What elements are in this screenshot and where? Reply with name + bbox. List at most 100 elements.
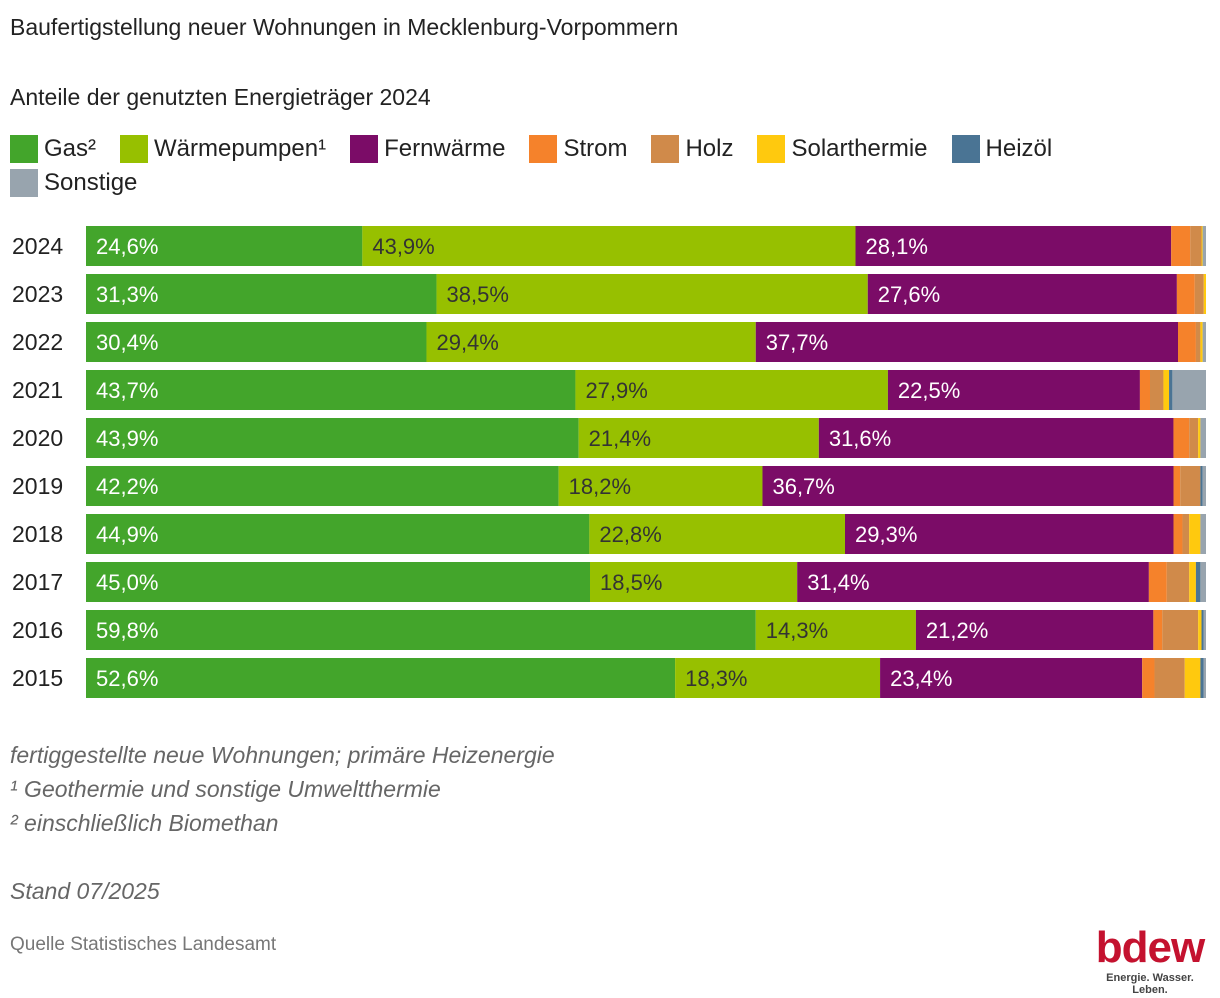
data-label-2015-s0: 52,6% [96, 666, 158, 691]
data-label-2018-s0: 44,9% [96, 522, 158, 547]
data-label-2024-s1: 43,9% [372, 234, 434, 259]
bar-segment-2023-s3 [1176, 274, 1195, 314]
legend-swatch-holz [651, 135, 680, 163]
legend-label-gas: Gas² [44, 135, 97, 162]
bar-segment-2017-s7 [1200, 562, 1206, 602]
category-label-2021: 2021 [12, 377, 63, 403]
data-label-2022-s0: 30,4% [96, 330, 158, 355]
logo-tagline: Energie. Wasser. Leben. [1106, 972, 1194, 996]
legend-swatch-strom [529, 135, 558, 163]
data-label-2022-s2: 37,7% [766, 330, 828, 355]
bar-segment-2021-s6 [1169, 370, 1173, 410]
bar-segment-2015-s2 [880, 658, 1143, 698]
data-label-2017-s2: 31,4% [807, 570, 869, 595]
bar-segment-2016-s3 [1153, 610, 1163, 650]
data-label-2016-s1: 14,3% [766, 618, 828, 643]
stand-date: Stand 07/2025 [10, 878, 160, 904]
bar-segment-2018-s4 [1182, 514, 1190, 554]
bar-segment-2017-s4 [1166, 562, 1190, 602]
legend-item-waermepumpen: Wärmepumpen¹ [120, 134, 326, 164]
legend-item-strom: Strom [529, 134, 627, 164]
data-label-2019-s2: 36,7% [772, 474, 834, 499]
bar-segment-2018-s5 [1189, 514, 1201, 554]
footnote-basis: fertiggestellte neue Wohnungen; primäre … [10, 742, 555, 768]
legend-swatch-solarthermie [757, 135, 786, 163]
bar-segment-2017-s5 [1189, 562, 1196, 602]
bar-segment-2019-s6 [1200, 466, 1203, 506]
bar-segment-2015-s3 [1142, 658, 1155, 698]
bar-segment-2015-s4 [1154, 658, 1185, 698]
bar-segment-2024-s7 [1202, 226, 1206, 266]
legend-label-strom: Strom [563, 135, 628, 162]
bar-segment-2024-s2 [855, 226, 1172, 266]
bar-segment-2022-s3 [1178, 322, 1196, 362]
bar-segment-2024-s3 [1171, 226, 1191, 266]
bar-segment-2022-s7 [1202, 322, 1206, 362]
data-label-2015-s1: 18,3% [685, 666, 747, 691]
bar-segment-2018-s3 [1173, 514, 1183, 554]
bar-segment-2023-s0 [86, 274, 437, 314]
bar-segment-2017-s2 [797, 562, 1149, 602]
category-label-2017: 2017 [12, 569, 63, 595]
bar-segment-2019-s0 [86, 466, 559, 506]
legend-label-waermepumpen: Wärmepumpen¹ [154, 135, 327, 162]
footnote-1: ¹ Geothermie und sonstige Umweltthermie [10, 776, 441, 802]
legend-item-fernwaerme: Fernwärme [350, 134, 505, 164]
legend-swatch-fernwaerme [350, 135, 379, 163]
bar-segment-2021-s4 [1150, 370, 1164, 410]
category-label-2019: 2019 [12, 473, 63, 499]
bar-segment-2023-s2 [867, 274, 1177, 314]
legend-label-sonstige: Sonstige [44, 169, 138, 196]
bar-segment-2016-s1 [755, 610, 916, 650]
category-label-2016: 2016 [12, 617, 63, 643]
bar-segment-2015-s7 [1203, 658, 1206, 698]
data-label-2019-s0: 42,2% [96, 474, 158, 499]
bar-segment-2024-s5 [1201, 226, 1203, 266]
bar-segment-2020-s4 [1189, 418, 1199, 458]
bar-segment-2018-s0 [86, 514, 590, 554]
bar-segment-2020-s1 [578, 418, 819, 458]
bar-segment-2024-s4 [1190, 226, 1202, 266]
legend-label-fernwaerme: Fernwärme [384, 135, 506, 162]
bar-segment-2016-s2 [915, 610, 1154, 650]
data-label-2023-s1: 38,5% [447, 282, 509, 307]
bar-segment-2016-s5 [1198, 610, 1202, 650]
bar-segment-2017-s1 [590, 562, 798, 602]
chart-subtitle: Anteile der genutzten Energieträger 2024 [10, 84, 431, 110]
data-label-2016-s2: 21,2% [926, 618, 988, 643]
legend-label-solarthermie: Solarthermie [791, 135, 928, 162]
data-label-2018-s2: 29,3% [855, 522, 917, 547]
data-label-2018-s1: 22,8% [599, 522, 661, 547]
bar-segment-2021-s2 [887, 370, 1140, 410]
bar-segment-2021-s1 [575, 370, 888, 410]
bar-segment-2020-s7 [1200, 418, 1206, 458]
data-label-2023-s2: 27,6% [878, 282, 940, 307]
bar-segment-2022-s0 [86, 322, 427, 362]
bar-segment-2017-s6 [1195, 562, 1201, 602]
category-label-2024: 2024 [12, 233, 63, 259]
data-label-2024-s2: 28,1% [866, 234, 928, 259]
bar-segment-2020-s2 [818, 418, 1174, 458]
bar-segment-2017-s0 [86, 562, 590, 602]
bar-segment-2021-s5 [1163, 370, 1170, 410]
data-label-2023-s0: 31,3% [96, 282, 158, 307]
bar-segment-2015-s1 [675, 658, 881, 698]
legend-swatch-waermepumpen [120, 135, 149, 163]
bar-segment-2020-s3 [1173, 418, 1190, 458]
bar-segment-2020-s0 [86, 418, 579, 458]
data-label-2020-s1: 21,4% [589, 426, 651, 451]
data-label-2017-s1: 18,5% [600, 570, 662, 595]
bar-segment-2019-s1 [558, 466, 763, 506]
data-label-2022-s1: 29,4% [436, 330, 498, 355]
bar-segment-2015-s0 [86, 658, 676, 698]
legend-label-holz: Holz [685, 135, 734, 162]
bar-segment-2021-s7 [1172, 370, 1206, 410]
bar-segment-2021-s0 [86, 370, 576, 410]
legend: Gas² Wärmepumpen¹ Fernwärme Strom Holz S… [10, 134, 1200, 198]
bar-segment-2018-s7 [1200, 514, 1206, 554]
legend-item-gas: Gas² [10, 134, 96, 164]
data-label-2017-s0: 45,0% [96, 570, 158, 595]
bar-segment-2018-s1 [589, 514, 845, 554]
bar-segment-2016-s7 [1203, 610, 1206, 650]
chart-title: Baufertigstellung neuer Wohnungen in Mec… [10, 14, 679, 40]
